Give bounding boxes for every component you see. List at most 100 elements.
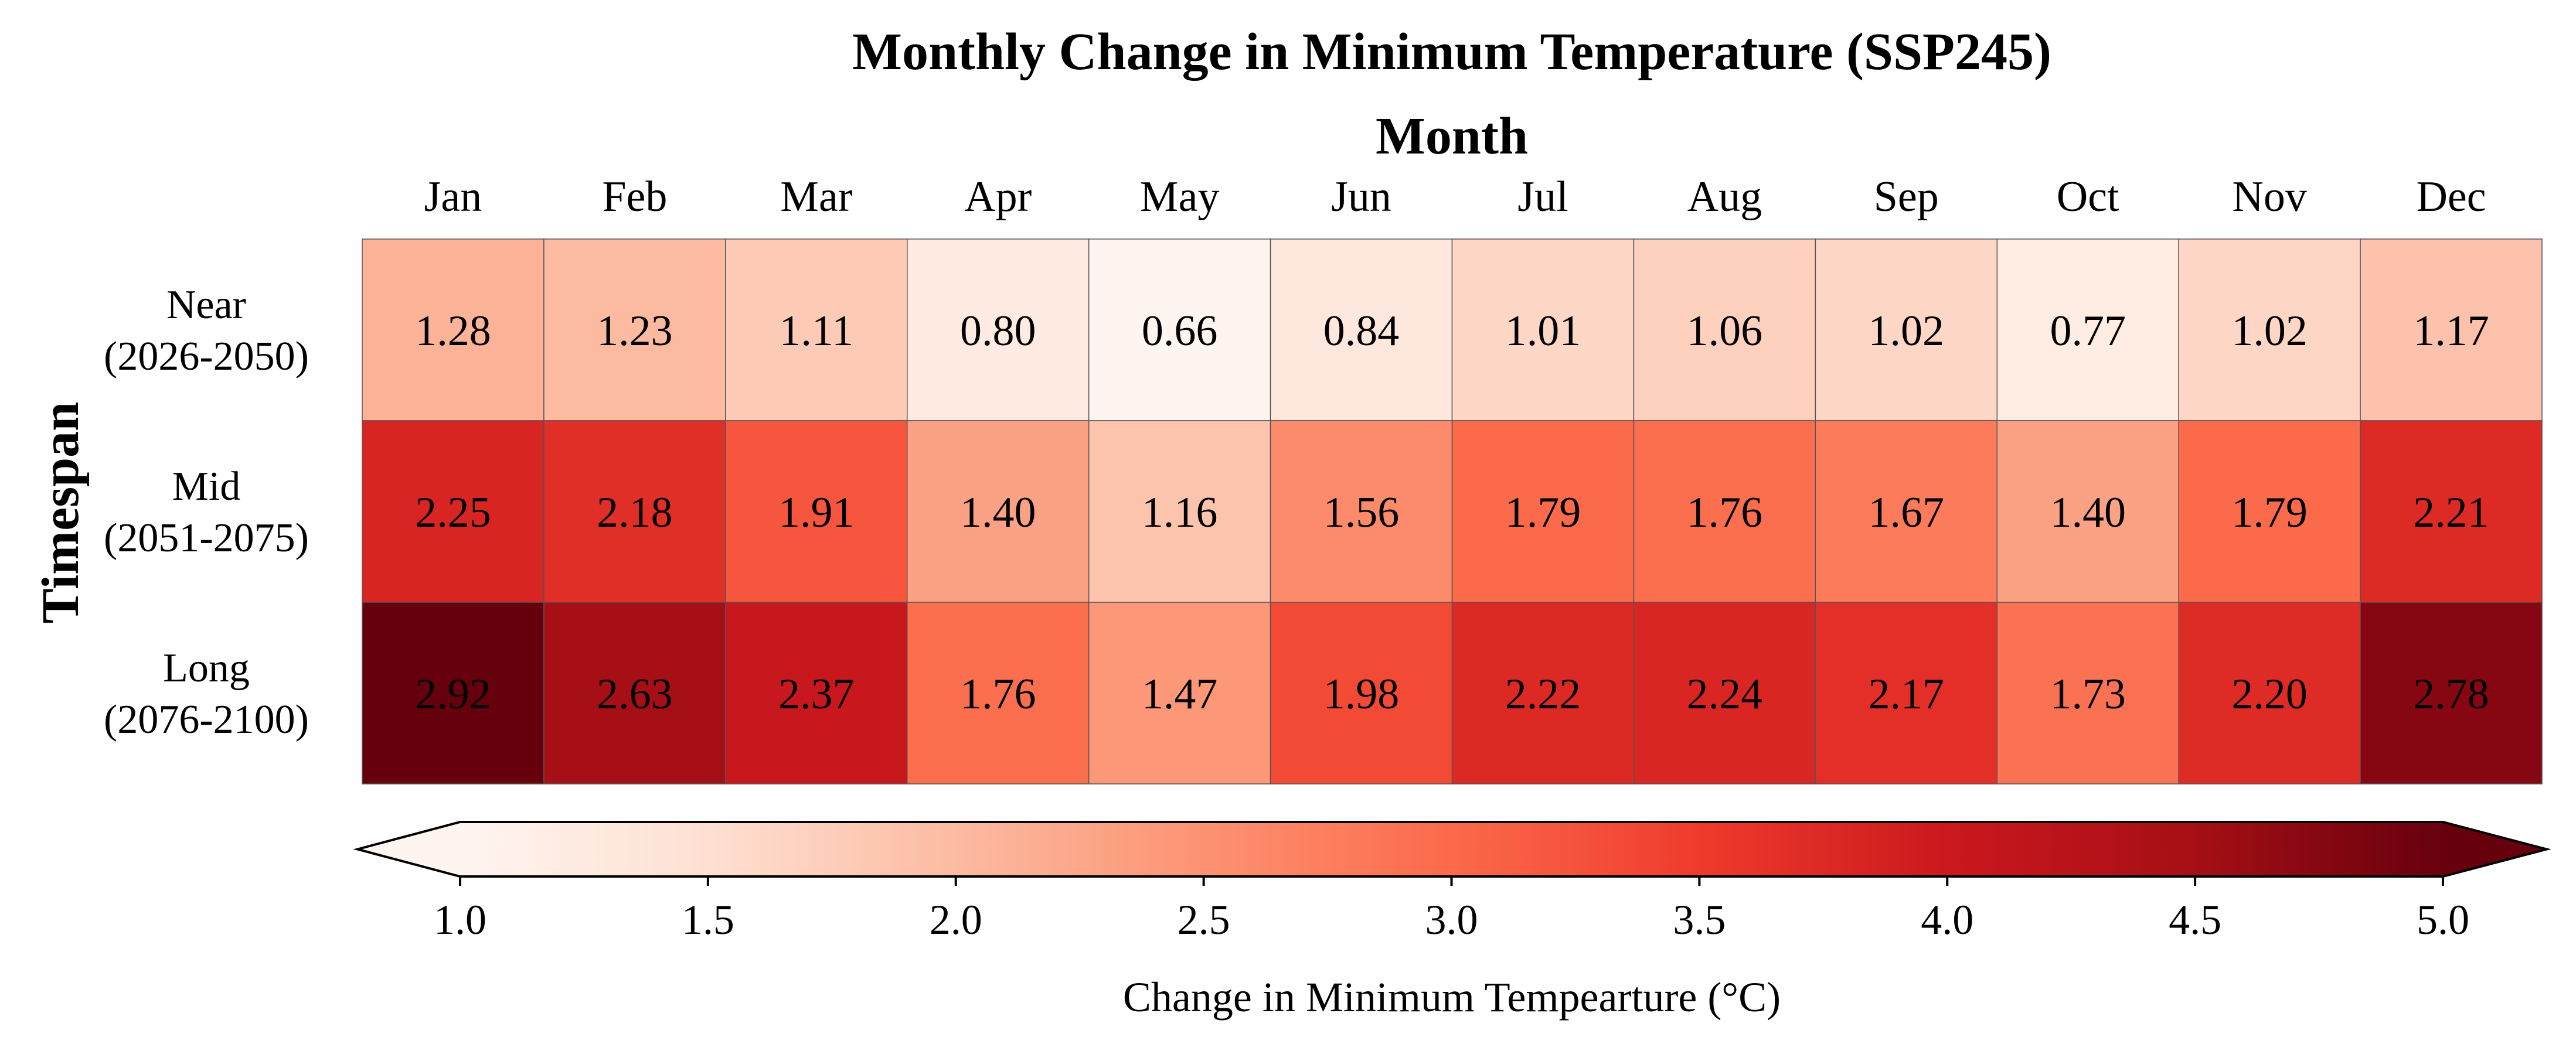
cell-value: 1.98 [1323,670,1400,718]
colorbar: 1.0 1.5 2.0 2.5 3.0 3.5 4.0 4.5 5.0 [353,821,2551,943]
cell-value: 1.67 [1869,489,1945,537]
heatmap-cell [907,238,1090,421]
column-label: Aug [1687,173,1762,221]
cell-value: 1.91 [778,489,855,537]
heatmap-cell [1451,238,1635,421]
cell-value: 2.22 [1505,670,1581,718]
cell-value: 1.06 [1687,307,1763,355]
chart-title: Monthly Change in Minimum Temperature (S… [852,23,2051,81]
cell-value: 1.47 [1142,670,1218,718]
heatmap-cell [1996,420,2179,603]
column-label: May [1140,173,1220,221]
y-axis-label: Timespan [32,402,90,623]
cell-value: 2.20 [2231,670,2308,718]
heatmap-values: 1.28 1.23 1.11 0.80 0.66 0.84 1.01 1.06 1.02 0.77… [415,307,2489,718]
colorbar-tick-label: 2.5 [1178,896,1230,943]
cell-value: 0.80 [960,307,1036,355]
heatmap-cell [543,238,726,421]
heatmap-cell [2360,420,2543,603]
cell-value: 1.11 [779,307,853,355]
heatmap-cell [725,420,908,603]
heatmap-cell [362,420,545,603]
x-axis-label: Month [1376,107,1528,165]
cell-value: 1.01 [1505,307,1581,355]
cell-value: 1.02 [2231,307,2308,355]
heatmap-cell [1088,238,1271,421]
heatmap-cell [2178,420,2361,603]
heatmap-cell [1996,238,2179,421]
row-label-period: (2051-2075) [104,516,309,561]
heatmap-cell [725,238,908,421]
cell-value: 2.17 [1869,670,1945,718]
heatmap-cell [362,238,545,421]
cell-value: 2.24 [1687,670,1763,718]
cell-value: 0.77 [2050,307,2126,355]
heatmap-cell [907,602,1090,784]
cell-value: 2.18 [597,489,673,537]
colorbar-tick-label: 2.0 [930,896,982,943]
cell-value: 2.21 [2413,489,2489,537]
column-label: Dec [2416,173,2486,221]
cell-value: 2.37 [778,670,855,718]
row-labels: Near (2026-2050) Mid (2051-2075) Long (2076-2… [104,282,309,742]
row-label-name: Long [163,646,250,691]
heatmap-cell [1633,420,1816,603]
column-label: Sep [1874,173,1939,221]
heatmap-cell [1451,420,1635,603]
colorbar-tick-label: 5.0 [2417,896,2469,943]
cell-value: 0.84 [1323,307,1400,355]
heatmap-cell [1451,602,1635,784]
cell-value: 1.56 [1323,489,1400,537]
cell-value: 1.76 [960,670,1036,718]
column-label: Apr [964,173,1032,221]
cell-value: 1.79 [2231,489,2308,537]
colorbar-tick-label: 1.5 [682,896,734,943]
cell-value: 1.17 [2413,307,2489,355]
heatmap-cell [2360,602,2543,784]
heatmap-cell [1996,602,2179,784]
column-labels: Jan Feb Mar Apr May Jun Jul Aug Sep Oct Nov Dec [424,173,2486,221]
row-label-period: (2076-2100) [104,697,309,742]
cell-value: 1.23 [597,307,673,355]
column-label: Jan [424,173,482,221]
row-label-period: (2026-2050) [104,334,309,379]
cell-value: 2.78 [2413,670,2489,718]
cell-value: 2.92 [415,670,491,718]
column-label: Jul [1517,173,1568,221]
colorbar-gradient [460,822,2443,876]
cell-value: 2.63 [597,670,673,718]
colorbar-tick-label: 3.5 [1673,896,1726,943]
heatmap-cell [1088,602,1271,784]
colorbar-tick-label: 1.0 [434,896,486,943]
heatmap-cell [725,602,908,784]
colorbar-label: Change in Minimum Tempearture (°C) [1123,974,1781,1021]
cell-value: 1.16 [1142,489,1218,537]
cell-value: 2.25 [415,489,491,537]
heatmap-cell [543,602,726,784]
cell-value: 1.79 [1505,489,1581,537]
cell-value: 0.66 [1142,307,1218,355]
heatmap-cell [907,420,1090,603]
cell-value: 1.40 [960,489,1036,537]
colorbar-tick-label: 4.5 [2169,896,2221,943]
heatmap-cell [2178,602,2361,784]
colorbar-extend-high [2443,822,2547,876]
heatmap-cell [362,602,545,784]
heatmap-cell [2360,238,2543,421]
heatmap-cells [362,238,2543,784]
heatmap-cell [1633,238,1816,421]
cell-value: 1.40 [2050,489,2126,537]
cell-value: 1.76 [1687,489,1763,537]
cell-value: 1.28 [415,307,491,355]
column-label: Jun [1331,173,1391,221]
heatmap-cell [1270,238,1453,421]
row-label-name: Near [166,282,246,328]
heatmap-cell [1270,420,1453,603]
cell-value: 1.02 [1869,307,1945,355]
colorbar-extend-low [358,822,460,876]
colorbar-tick-label: 3.0 [1425,896,1478,943]
heatmap-cell [1088,420,1271,603]
row-label-name: Mid [172,464,241,509]
column-label: Oct [2057,173,2119,221]
